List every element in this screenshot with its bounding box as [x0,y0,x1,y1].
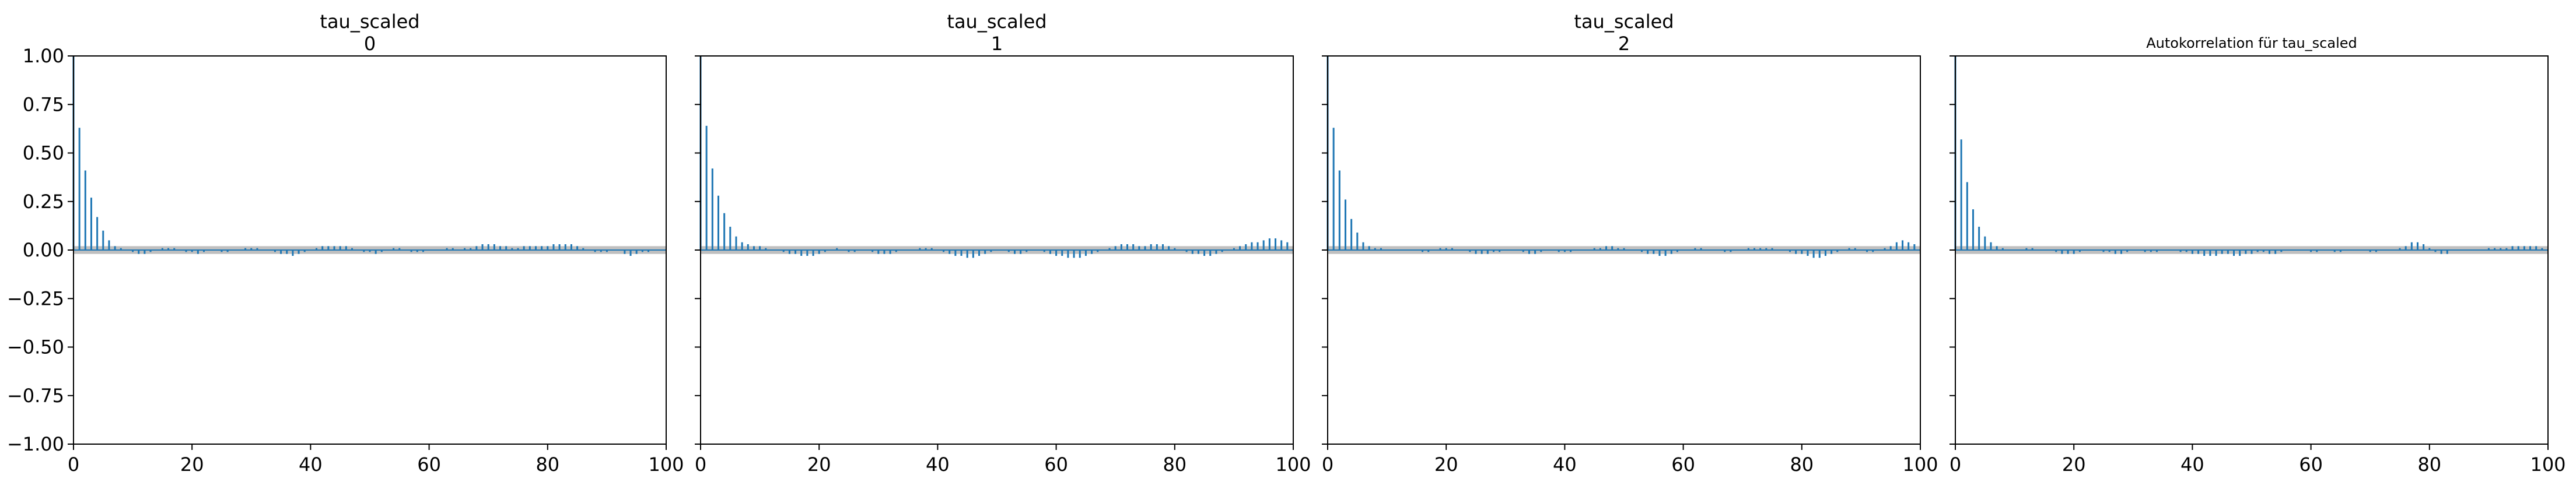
x-tick-label: 80 [536,453,559,476]
x-tick-label: 60 [1044,453,1068,476]
x-tick-label: 20 [1434,453,1458,476]
x-tick-label: 100 [2530,453,2566,476]
x-tick-label: 0 [695,453,706,476]
panel-1-subtitle: 1 [991,33,1003,55]
x-tick-label: 20 [180,453,204,476]
acf-panel-2: tau_scaled 2 0 20 40 60 80 100 [1322,10,1938,476]
x-tick-label: 80 [1163,453,1186,476]
x-tick-label: 100 [1275,453,1311,476]
panel-2-title: tau_scaled [1574,10,1674,33]
x-tick-label: 100 [1902,453,1938,476]
x-tick-label: 40 [2180,453,2204,476]
acf-panel-1: tau_scaled 1 0 20 40 60 80 100 [695,10,1311,476]
x-tick-label: 100 [648,453,684,476]
acf-panel-0: tau_scaled 0 0 20 40 60 80 100 1.00 0.75 0.50 0.2… [7,10,684,476]
x-tick-label: 40 [926,453,950,476]
x-tick-label: 60 [2299,453,2323,476]
x-tick-label: 0 [68,453,79,476]
panel-3-title: Autokorrelation für tau_scaled [2146,35,2357,51]
y-tick-label: −0.50 [7,336,64,358]
panel-0-subtitle: 0 [364,33,376,55]
y-tick-label: 0.50 [23,142,64,164]
x-tick-label: 80 [1790,453,1814,476]
y-tick-label: 0.25 [23,191,64,213]
x-tick-label: 40 [299,453,323,476]
y-tick-label: −1.00 [7,433,64,455]
y-tick-label: −0.75 [7,385,64,407]
x-tick-label: 20 [807,453,831,476]
x-tick-label: 20 [2062,453,2086,476]
x-tick-label: 80 [2417,453,2441,476]
y-tick-label: 1.00 [23,45,64,67]
x-tick-label: 40 [1553,453,1577,476]
y-tick-label: 0.00 [23,239,64,261]
acf-panel-3: Autokorrelation für tau_scaled 0 20 40 60 80… [1950,35,2566,476]
panel-1-title: tau_scaled [947,10,1046,33]
panel-0-title: tau_scaled [320,10,419,33]
x-tick-label: 60 [1671,453,1695,476]
panel-2-subtitle: 2 [1618,33,1630,55]
x-tick-label: 0 [1322,453,1334,476]
y-tick-label: −0.25 [7,287,64,309]
x-tick-label: 0 [1950,453,1961,476]
x-tick-label: 60 [417,453,441,476]
y-tick-label: 0.75 [23,93,64,115]
